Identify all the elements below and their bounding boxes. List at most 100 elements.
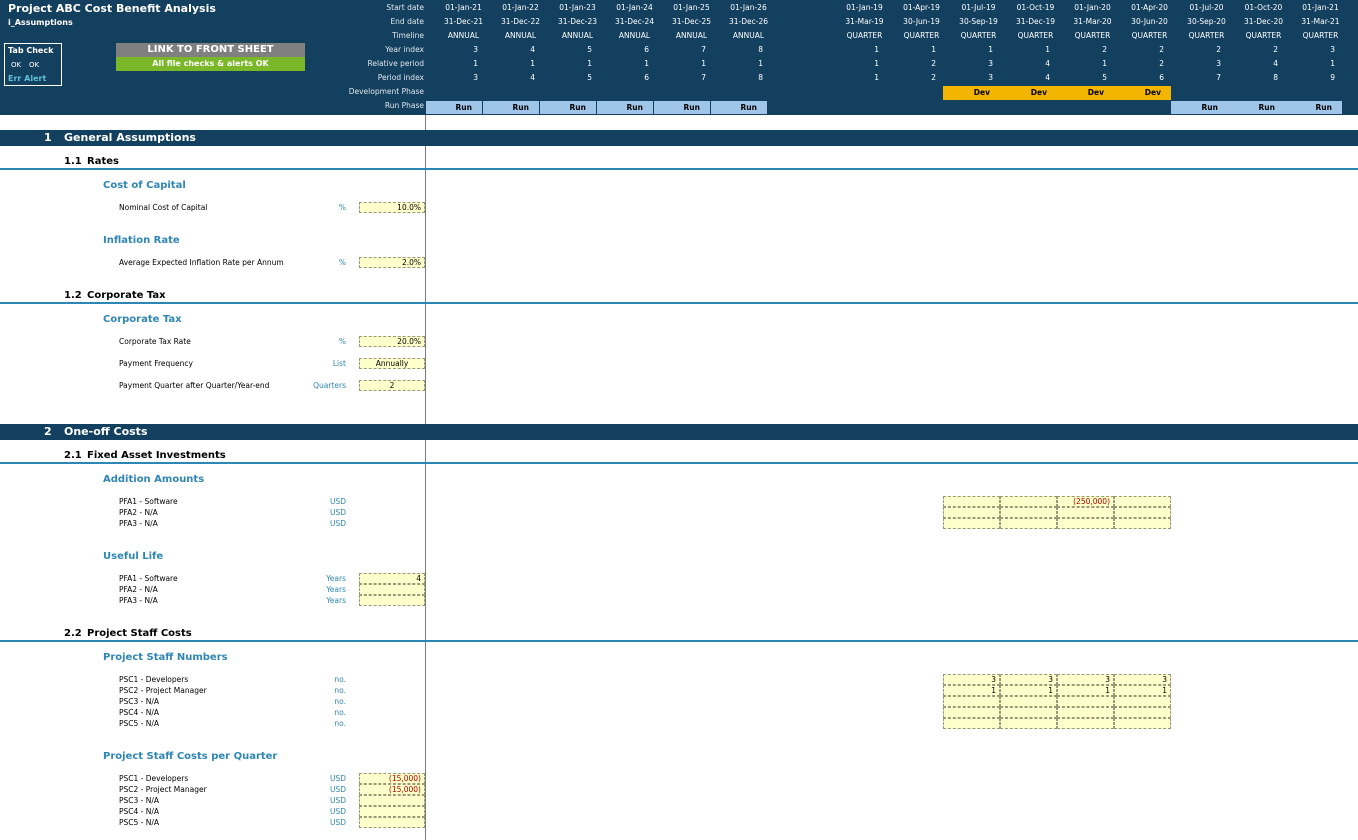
input-cell[interactable]: 1 [1057, 685, 1114, 696]
input-cell[interactable] [1000, 707, 1057, 718]
col-relative-period: 1 [473, 59, 478, 68]
nominal-cost-of-capital-label: Nominal Cost of Capital [119, 203, 208, 212]
staff-cost-input[interactable]: (15,000) [359, 773, 425, 784]
staff-cost-input[interactable]: (15,000) [359, 784, 425, 795]
error-alert-label: Err Alert [8, 74, 47, 83]
input-cell[interactable] [1000, 518, 1057, 529]
section-number: 1 [44, 131, 52, 144]
input-cell[interactable] [1114, 718, 1171, 729]
col-end-date: 31-Dec-26 [728, 17, 768, 26]
input-cell[interactable] [1000, 496, 1057, 507]
start-date-label: Start date [386, 3, 424, 12]
payment-frequency-select[interactable]: Annually [359, 358, 425, 369]
input-cell[interactable] [943, 518, 1000, 529]
col-end-date: 31-Dec-19 [1015, 17, 1055, 26]
input-cell[interactable]: 3 [1000, 674, 1057, 685]
input-cell[interactable] [1000, 718, 1057, 729]
col-period-index: 8 [1273, 73, 1278, 82]
input-cell[interactable] [1114, 696, 1171, 707]
section-title: One-off Costs [64, 425, 148, 438]
col-year-index: 1 [874, 45, 879, 54]
staff-cost-input[interactable] [359, 817, 425, 828]
input-cell[interactable]: 1 [1114, 685, 1171, 696]
col-end-date: 30-Jun-20 [1131, 17, 1168, 26]
col-period-index: 8 [758, 73, 763, 82]
dev-phase-cell: Dev [1000, 86, 1057, 100]
col-start-date: 01-Jan-25 [673, 3, 710, 12]
col-relative-period: 1 [530, 59, 535, 68]
input-cell[interactable] [943, 718, 1000, 729]
input-cell[interactable] [943, 507, 1000, 518]
input-cell[interactable] [1057, 696, 1114, 707]
link-to-front-sheet-button[interactable]: LINK TO FRONT SHEET [116, 43, 305, 57]
col-period-index: 5 [587, 73, 592, 82]
col-year-index: 7 [701, 45, 706, 54]
subsection-number: 2.1 [64, 450, 82, 461]
run-phase-cell: Run [1228, 101, 1285, 114]
input-cell[interactable]: 3 [943, 674, 1000, 685]
row-label: PFA2 - N/A [119, 508, 158, 517]
staff-cost-input[interactable] [359, 806, 425, 817]
unit-label: USD [329, 818, 346, 827]
col-end-date: 31-Mar-21 [1301, 17, 1340, 26]
col-timeline: ANNUAL [561, 31, 594, 40]
input-cell[interactable]: 3 [1114, 674, 1171, 685]
input-cell[interactable] [1057, 707, 1114, 718]
subsection-title-corporate-tax: Corporate Tax [87, 290, 166, 301]
input-cell[interactable] [1000, 696, 1057, 707]
useful-life-input[interactable] [359, 584, 425, 595]
col-period-index: 6 [644, 73, 649, 82]
unit-label: USD [329, 508, 346, 517]
input-cell[interactable] [943, 696, 1000, 707]
run-phase-cell: Run [597, 101, 653, 114]
row-label: PFA3 - N/A [119, 519, 158, 528]
unit-label: List [332, 359, 346, 368]
col-start-date: 01-Jan-21 [1302, 3, 1339, 12]
row-label: PFA3 - N/A [119, 596, 158, 605]
unit-label: no. [334, 697, 346, 706]
col-start-date: 01-Oct-20 [1244, 3, 1283, 12]
input-cell[interactable]: 3 [1057, 674, 1114, 685]
unit-label: Years [326, 585, 346, 594]
inflation-rate-input[interactable]: 2.0% [359, 257, 425, 268]
run-phase-cell: Run [540, 101, 596, 114]
input-cell[interactable]: 1 [1000, 685, 1057, 696]
input-cell[interactable]: (250,000) [1057, 496, 1114, 507]
col-period-index: 7 [1216, 73, 1221, 82]
run-phase-cell: Run [426, 101, 482, 114]
input-cell[interactable] [943, 707, 1000, 718]
input-cell[interactable] [1057, 718, 1114, 729]
input-cell[interactable] [943, 496, 1000, 507]
col-end-date: 31-Dec-23 [557, 17, 597, 26]
row-label: PFA1 - Software [119, 497, 178, 506]
corporate-tax-rate-input[interactable]: 20.0% [359, 336, 425, 347]
col-timeline: ANNUAL [618, 31, 651, 40]
col-timeline: QUARTER [1017, 31, 1054, 40]
input-cell[interactable] [1114, 496, 1171, 507]
col-timeline: ANNUAL [447, 31, 480, 40]
useful-life-input[interactable] [359, 595, 425, 606]
run-phase-cell: Run [1171, 101, 1228, 114]
col-period-index: 4 [530, 73, 535, 82]
col-timeline: QUARTER [1074, 31, 1111, 40]
staff-cost-input[interactable] [359, 795, 425, 806]
col-period-index: 3 [988, 73, 993, 82]
input-cell[interactable] [1057, 507, 1114, 518]
payment-quarter-input[interactable]: 2 [359, 380, 425, 391]
nominal-cost-of-capital-input[interactable]: 10.0% [359, 202, 425, 213]
col-timeline: QUARTER [903, 31, 940, 40]
useful-life-input[interactable]: 4 [359, 573, 425, 584]
col-period-index: 1 [874, 73, 879, 82]
row-label: PSC1 - Developers [119, 774, 189, 783]
input-cell[interactable] [1114, 518, 1171, 529]
col-period-index: 3 [473, 73, 478, 82]
input-cell[interactable]: 1 [943, 685, 1000, 696]
col-relative-period: 3 [988, 59, 993, 68]
input-cell[interactable] [1114, 707, 1171, 718]
input-cell[interactable] [1114, 507, 1171, 518]
input-cell[interactable] [1057, 518, 1114, 529]
col-start-date: 01-Jan-23 [559, 3, 596, 12]
section-one-off-costs: 2 One-off Costs [0, 424, 1358, 440]
input-cell[interactable] [1000, 507, 1057, 518]
col-period-index: 5 [1102, 73, 1107, 82]
